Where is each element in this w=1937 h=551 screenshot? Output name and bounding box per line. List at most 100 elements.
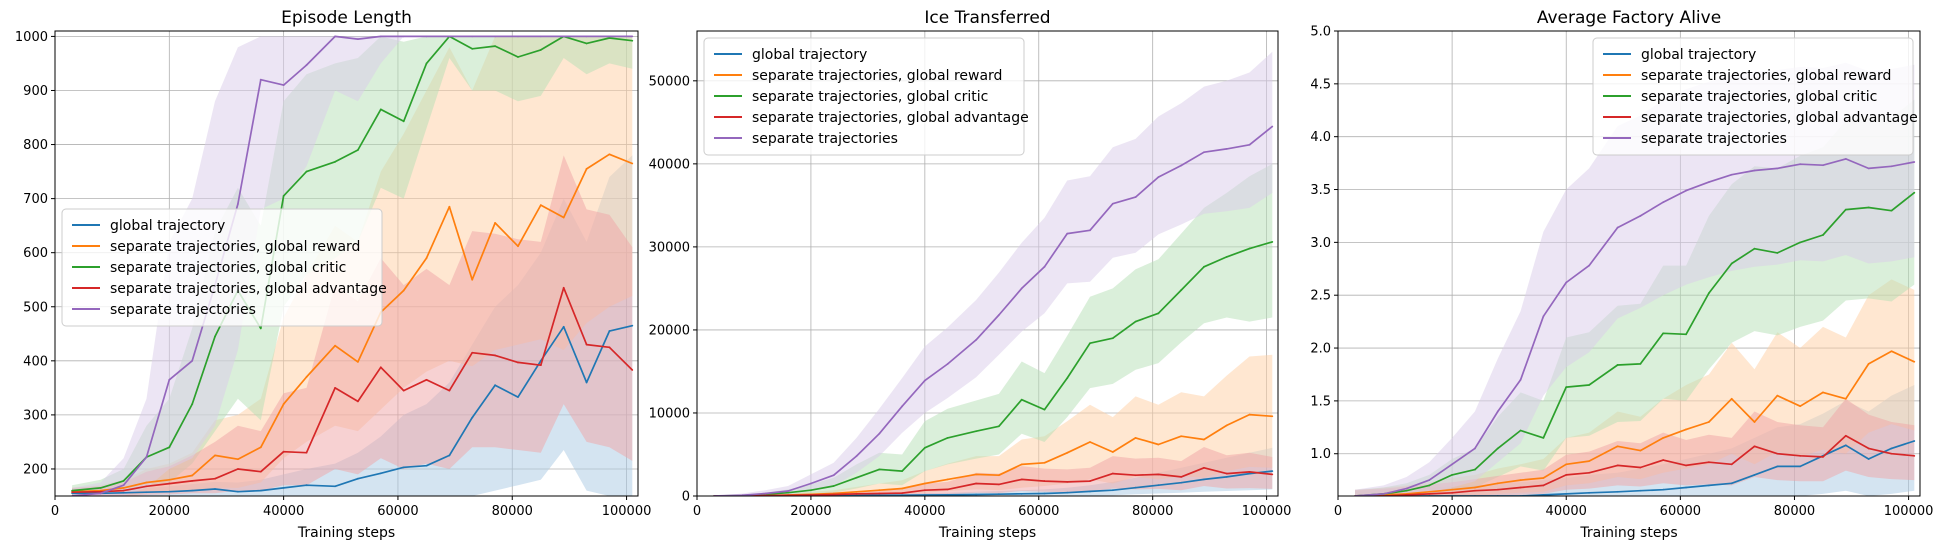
data-point — [1730, 397, 1733, 400]
data-point — [585, 35, 588, 38]
data-point — [878, 489, 881, 492]
x-tick-label: 60000 — [1018, 504, 1059, 519]
x-tick-label: 20000 — [149, 504, 190, 519]
legend-label: separate trajectories, global advantage — [752, 110, 1029, 126]
data-point — [191, 474, 194, 477]
legend-label: separate trajectories, global reward — [752, 68, 1002, 84]
data-point — [1565, 281, 1568, 284]
data-point — [1428, 492, 1431, 495]
data-point — [1134, 196, 1137, 198]
data-point — [1799, 465, 1802, 468]
x-tick-label: 40000 — [263, 504, 304, 519]
data-point — [1588, 471, 1590, 474]
data-point — [1565, 386, 1568, 389]
data-point — [1542, 477, 1545, 479]
data-point — [1616, 226, 1619, 229]
data-point — [494, 354, 497, 357]
x-tick-label: 20000 — [1431, 504, 1472, 519]
data-point — [517, 35, 519, 38]
data-point — [1043, 480, 1046, 482]
data-point — [1707, 484, 1710, 487]
data-point — [402, 120, 405, 123]
data-point — [901, 405, 903, 408]
legend-label: global trajectory — [110, 218, 225, 234]
data-point — [305, 451, 308, 454]
data-point — [1588, 460, 1590, 463]
chart-ice-transferred: 0 20000 40000 60000 80000 100000 0 10000 20000 30… — [649, 8, 1292, 541]
band-3 — [714, 447, 1273, 496]
y-tick-label: 4.5 — [1310, 77, 1331, 92]
data-point — [1616, 445, 1619, 448]
data-point — [357, 477, 359, 480]
band-4 — [714, 51, 1273, 496]
data-point — [1730, 463, 1733, 466]
band-2 — [714, 163, 1273, 496]
data-point — [1685, 486, 1687, 489]
data-point — [1451, 473, 1454, 476]
y-tick-label: 3.5 — [1310, 183, 1331, 198]
data-point — [585, 381, 588, 384]
data-point — [878, 492, 881, 495]
data-point — [1707, 421, 1710, 423]
data-point — [237, 458, 239, 461]
data-point — [1867, 167, 1870, 170]
legend: global trajectory separate trajectories, … — [1592, 37, 1918, 156]
data-point — [1203, 265, 1205, 268]
x-tick-label: 100000 — [1884, 504, 1934, 519]
data-point — [562, 325, 565, 328]
data-point — [494, 222, 497, 224]
data-point — [1639, 215, 1642, 217]
data-point — [1685, 333, 1687, 336]
data-point — [1616, 464, 1619, 467]
data-point — [539, 49, 542, 51]
x-tick-label: 0 — [693, 504, 701, 519]
data-point — [237, 468, 239, 470]
y-tick-label: 2.0 — [1310, 342, 1331, 357]
data-point — [810, 494, 812, 496]
data-point — [1662, 436, 1665, 439]
data-point — [1890, 209, 1893, 212]
data-point — [145, 481, 148, 484]
data-point — [975, 473, 978, 476]
data-point — [494, 35, 497, 38]
data-point — [975, 493, 978, 496]
data-point — [1542, 436, 1545, 439]
axes-frame — [54, 30, 639, 497]
y-tick-label: 3.0 — [1310, 236, 1331, 251]
data-point — [997, 425, 1000, 428]
data-point — [1180, 435, 1183, 438]
data-point — [1913, 360, 1916, 363]
data-point — [997, 474, 1000, 477]
data-point — [1776, 167, 1779, 170]
series-group — [1354, 62, 1916, 496]
data-point — [71, 489, 74, 492]
data-point — [214, 454, 216, 457]
data-point — [1474, 447, 1476, 450]
data-point — [1639, 449, 1642, 452]
data-point — [1203, 151, 1205, 154]
y-tick-label: 30000 — [649, 240, 690, 255]
data-point — [1776, 452, 1779, 455]
legend-label: separate trajectories, global reward — [1641, 68, 1891, 84]
data-point — [334, 344, 336, 347]
x-tick-label: 100000 — [1242, 504, 1292, 519]
data-point — [471, 416, 474, 419]
data-point — [1822, 455, 1824, 458]
x-tick-label: 80000 — [1132, 504, 1173, 519]
chart-title-episode-length: Episode Length — [281, 8, 412, 28]
data-point — [402, 466, 405, 469]
data-point — [1565, 463, 1568, 466]
data-point — [1844, 434, 1847, 437]
data-point — [1616, 364, 1619, 366]
data-point — [585, 343, 588, 346]
data-point — [1157, 312, 1160, 315]
data-point — [1639, 489, 1642, 492]
data-point — [1474, 468, 1476, 471]
data-point — [1799, 163, 1802, 166]
x-tick-label: 80000 — [492, 504, 533, 519]
data-point — [946, 363, 949, 365]
data-point — [631, 369, 634, 371]
data-point — [282, 403, 285, 405]
data-point — [1066, 480, 1069, 483]
data-point — [1565, 492, 1568, 495]
